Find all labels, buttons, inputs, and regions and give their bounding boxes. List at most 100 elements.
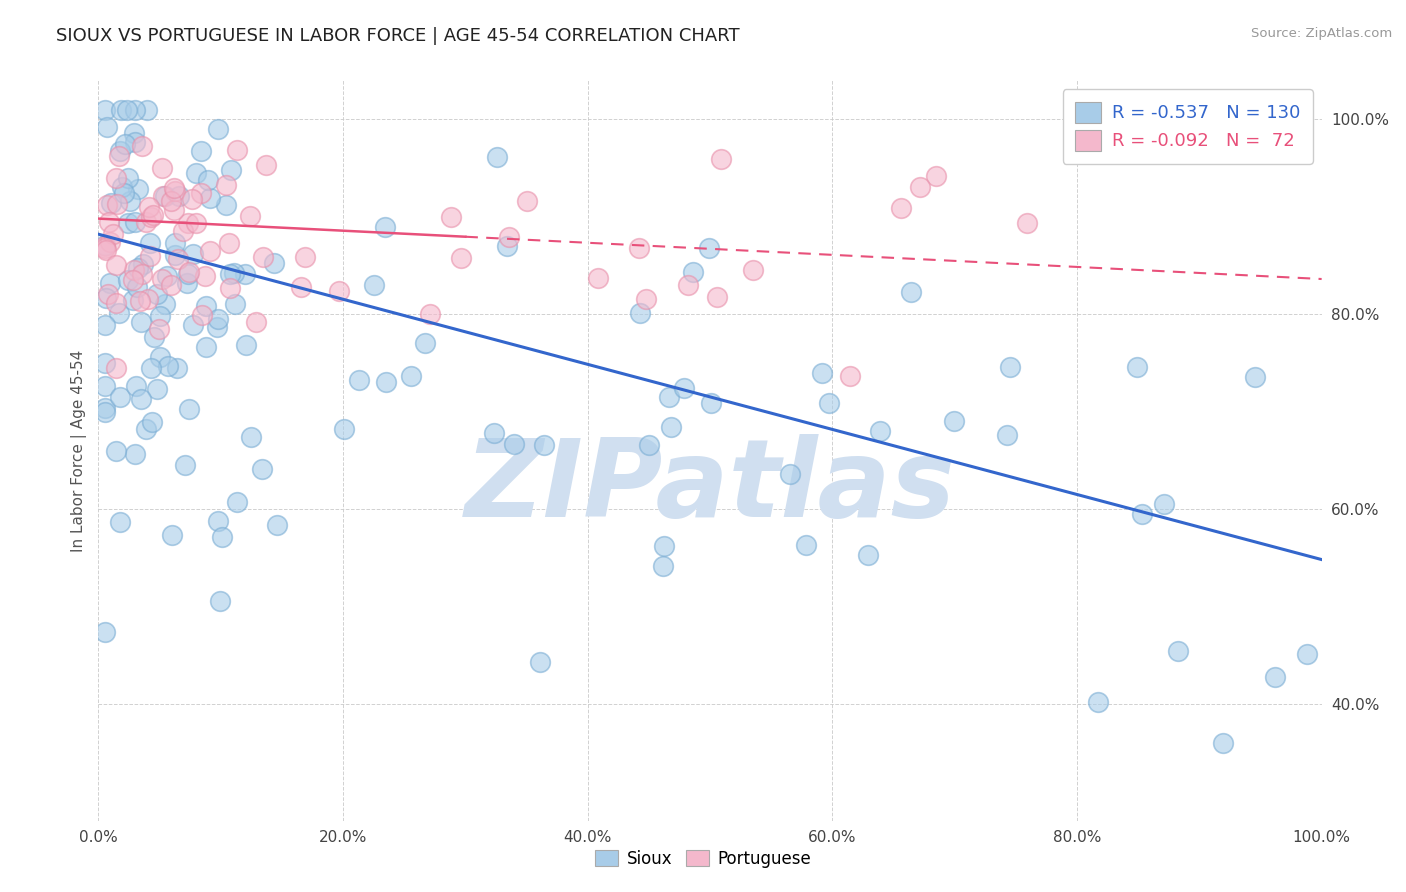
Point xyxy=(266,518,288,533)
Point xyxy=(163,184,186,198)
Point xyxy=(160,278,183,293)
Point xyxy=(135,215,157,229)
Point xyxy=(333,422,356,436)
Point xyxy=(869,424,891,438)
Point xyxy=(672,381,695,395)
Point xyxy=(219,281,242,295)
Text: SIOUX VS PORTUGUESE IN LABOR FORCE | AGE 45-54 CORRELATION CHART: SIOUX VS PORTUGUESE IN LABOR FORCE | AGE… xyxy=(56,27,740,45)
Point xyxy=(1264,670,1286,684)
Point xyxy=(181,247,204,261)
Point xyxy=(678,278,700,293)
Point xyxy=(139,360,162,375)
Text: Source: ZipAtlas.com: Source: ZipAtlas.com xyxy=(1251,27,1392,40)
Point xyxy=(658,390,681,404)
Point xyxy=(995,428,1018,442)
Point xyxy=(207,320,229,334)
Point xyxy=(856,548,879,562)
Point xyxy=(177,401,200,416)
Point xyxy=(139,249,162,263)
Point xyxy=(167,189,190,203)
Point xyxy=(167,252,190,266)
Point xyxy=(93,405,115,419)
Point xyxy=(93,318,115,332)
Point xyxy=(127,260,149,275)
Point xyxy=(141,415,163,429)
Point xyxy=(114,136,136,151)
Point xyxy=(700,396,723,410)
Point xyxy=(194,299,217,313)
Point xyxy=(198,244,221,259)
Point xyxy=(146,287,169,301)
Point xyxy=(207,122,229,136)
Point xyxy=(1126,360,1149,375)
Point xyxy=(413,335,436,350)
Point xyxy=(124,378,146,392)
Point xyxy=(117,273,139,287)
Point xyxy=(1167,644,1189,658)
Point xyxy=(215,198,238,212)
Point xyxy=(105,258,128,272)
Point xyxy=(890,201,912,215)
Point xyxy=(586,270,609,285)
Point xyxy=(682,265,704,279)
Point xyxy=(94,241,117,255)
Point xyxy=(163,202,186,217)
Point xyxy=(110,103,132,117)
Point xyxy=(153,189,176,203)
Point xyxy=(794,538,817,552)
Point xyxy=(96,198,118,212)
Point xyxy=(163,180,186,194)
Point xyxy=(637,437,659,451)
Point xyxy=(136,293,159,307)
Point xyxy=(104,444,127,458)
Point xyxy=(117,171,139,186)
Point xyxy=(908,179,931,194)
Point xyxy=(101,227,124,242)
Point xyxy=(181,318,204,333)
Text: ZIPatlas: ZIPatlas xyxy=(464,434,956,541)
Point xyxy=(363,277,385,292)
Point xyxy=(129,392,152,407)
Point xyxy=(194,269,217,284)
Point xyxy=(636,292,658,306)
Point xyxy=(263,256,285,270)
Point xyxy=(93,378,115,392)
Point xyxy=(117,216,139,230)
Point xyxy=(142,330,165,344)
Point xyxy=(207,514,229,528)
Point xyxy=(186,166,208,180)
Point xyxy=(254,157,277,171)
Point xyxy=(628,306,651,320)
Point xyxy=(117,103,139,117)
Point xyxy=(440,210,463,224)
Point xyxy=(176,276,198,290)
Point xyxy=(177,217,200,231)
Point xyxy=(419,307,441,321)
Point xyxy=(190,186,212,201)
Point xyxy=(627,241,650,255)
Point xyxy=(533,438,555,452)
Legend: Sioux, Portuguese: Sioux, Portuguese xyxy=(588,844,818,875)
Point xyxy=(124,447,146,461)
Point xyxy=(529,655,551,669)
Point xyxy=(93,401,115,415)
Point xyxy=(235,337,257,351)
Point xyxy=(138,200,160,214)
Point xyxy=(1212,736,1234,750)
Point xyxy=(97,287,120,301)
Point xyxy=(93,356,115,370)
Point xyxy=(124,215,146,229)
Point xyxy=(124,135,146,149)
Point xyxy=(172,224,194,238)
Point xyxy=(839,369,862,384)
Point xyxy=(482,426,505,441)
Point xyxy=(1087,695,1109,709)
Point xyxy=(135,103,157,117)
Point xyxy=(100,195,122,210)
Point xyxy=(108,306,131,320)
Point xyxy=(818,396,841,410)
Point xyxy=(93,238,115,252)
Point xyxy=(900,285,922,300)
Point xyxy=(157,359,180,373)
Point xyxy=(252,250,274,264)
